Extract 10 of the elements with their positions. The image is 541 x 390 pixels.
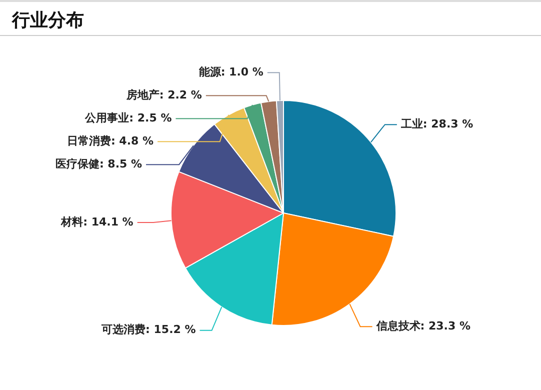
- slice-label: 日常消费: 4.8 %: [66, 134, 154, 148]
- slice-label: 医疗保健: 8.5 %: [55, 157, 142, 170]
- slice-label: 信息技术: 23.3 %: [375, 319, 471, 332]
- slice-label: 可选消费: 15.2 %: [100, 323, 196, 336]
- slice-label: 能源: 1.0 %: [198, 65, 264, 78]
- slice-label: 工业: 28.3 %: [400, 117, 474, 130]
- slice-label: 材料: 14.1 %: [60, 215, 134, 228]
- slice-label: 房地产: 2.2 %: [125, 88, 202, 102]
- slice-label: 公用事业: 2.5 %: [84, 111, 172, 124]
- chart-title: 行业分布: [10, 9, 85, 32]
